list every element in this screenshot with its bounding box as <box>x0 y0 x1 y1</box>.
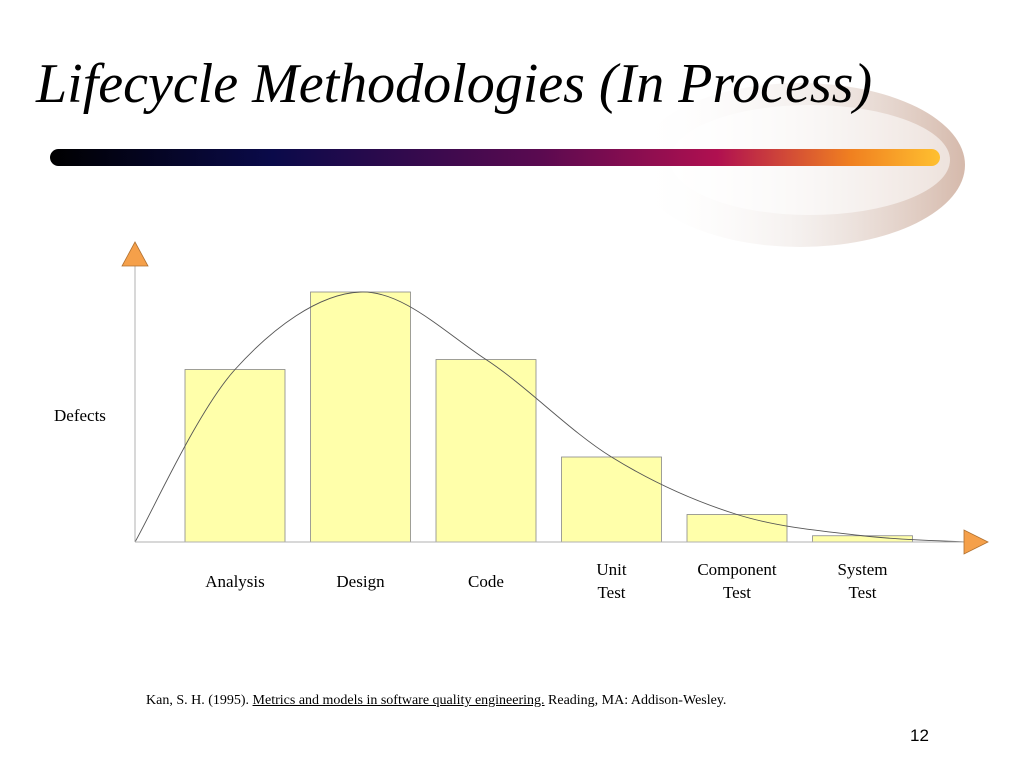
x-tick-label-line: Test <box>597 583 626 602</box>
citation-author: Kan, S. H. (1995). <box>146 693 253 708</box>
citation: Kan, S. H. (1995). Metrics and models in… <box>146 693 726 709</box>
x-tick-label-line: Component <box>697 560 777 579</box>
y-axis-label: Defects <box>54 406 106 425</box>
x-tick-label-code: Code <box>416 570 556 593</box>
trend-curve <box>134 291 969 543</box>
x-tick-label-line: Test <box>848 583 877 602</box>
citation-book-title: Metrics and models in software quality e… <box>252 693 545 708</box>
bar-component-test <box>686 514 788 543</box>
x-tick-label-line: Unit <box>596 560 627 579</box>
x-tick-label-component-test: Component Test <box>667 558 807 604</box>
bar-code <box>435 359 537 543</box>
x-tick-label-design: Design <box>291 570 431 593</box>
page-number: 12 <box>910 726 929 745</box>
gradient-rule <box>50 149 940 166</box>
title-underline-swoosh <box>50 83 965 247</box>
y-axis-arrow-icon <box>121 241 149 267</box>
x-tick-label-system-test: System Test <box>793 558 933 604</box>
bar-group <box>184 291 913 543</box>
slide-title: Lifecycle Methodologies (In Process) <box>36 53 873 115</box>
bar-unit-test <box>561 456 662 543</box>
x-tick-label-line: Analysis <box>205 572 265 591</box>
x-tick-label-line: Test <box>722 583 752 602</box>
bar-design <box>310 291 411 543</box>
x-tick-label-line: Design <box>336 572 385 591</box>
x-tick-label-line: Code <box>468 572 504 591</box>
citation-publisher: Reading, MA: Addison-Wesley. <box>544 693 727 708</box>
x-tick-label-analysis: Analysis <box>165 570 305 593</box>
x-axis-arrow-icon <box>963 529 989 555</box>
x-tick-label-line: System <box>837 560 888 579</box>
x-tick-label-unit-test: Unit Test <box>542 558 682 604</box>
bar-analysis <box>184 369 286 543</box>
